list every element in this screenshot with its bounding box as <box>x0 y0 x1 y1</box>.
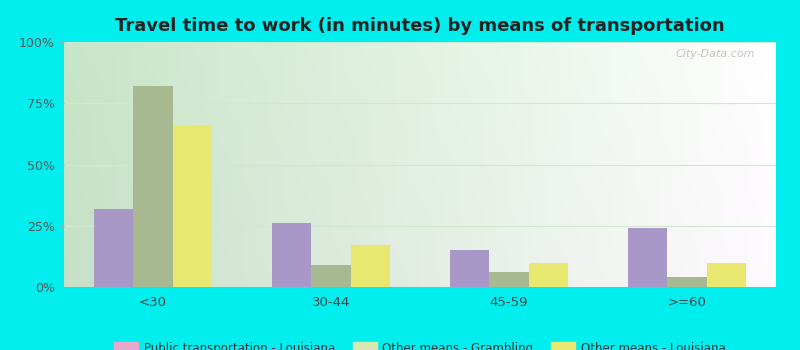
Bar <box>667 277 706 287</box>
Text: City-Data.com: City-Data.com <box>675 49 754 60</box>
Bar <box>350 245 390 287</box>
Bar <box>450 250 490 287</box>
Bar <box>272 223 311 287</box>
Bar <box>490 272 529 287</box>
Bar <box>529 262 568 287</box>
Legend: Public transportation - Louisiana, Other means - Grambling, Other means - Louisi: Public transportation - Louisiana, Other… <box>110 337 730 350</box>
Bar <box>311 265 350 287</box>
Bar <box>173 125 212 287</box>
Bar <box>706 262 746 287</box>
Bar <box>134 86 173 287</box>
Bar <box>628 228 667 287</box>
Bar <box>94 209 134 287</box>
Title: Travel time to work (in minutes) by means of transportation: Travel time to work (in minutes) by mean… <box>115 17 725 35</box>
